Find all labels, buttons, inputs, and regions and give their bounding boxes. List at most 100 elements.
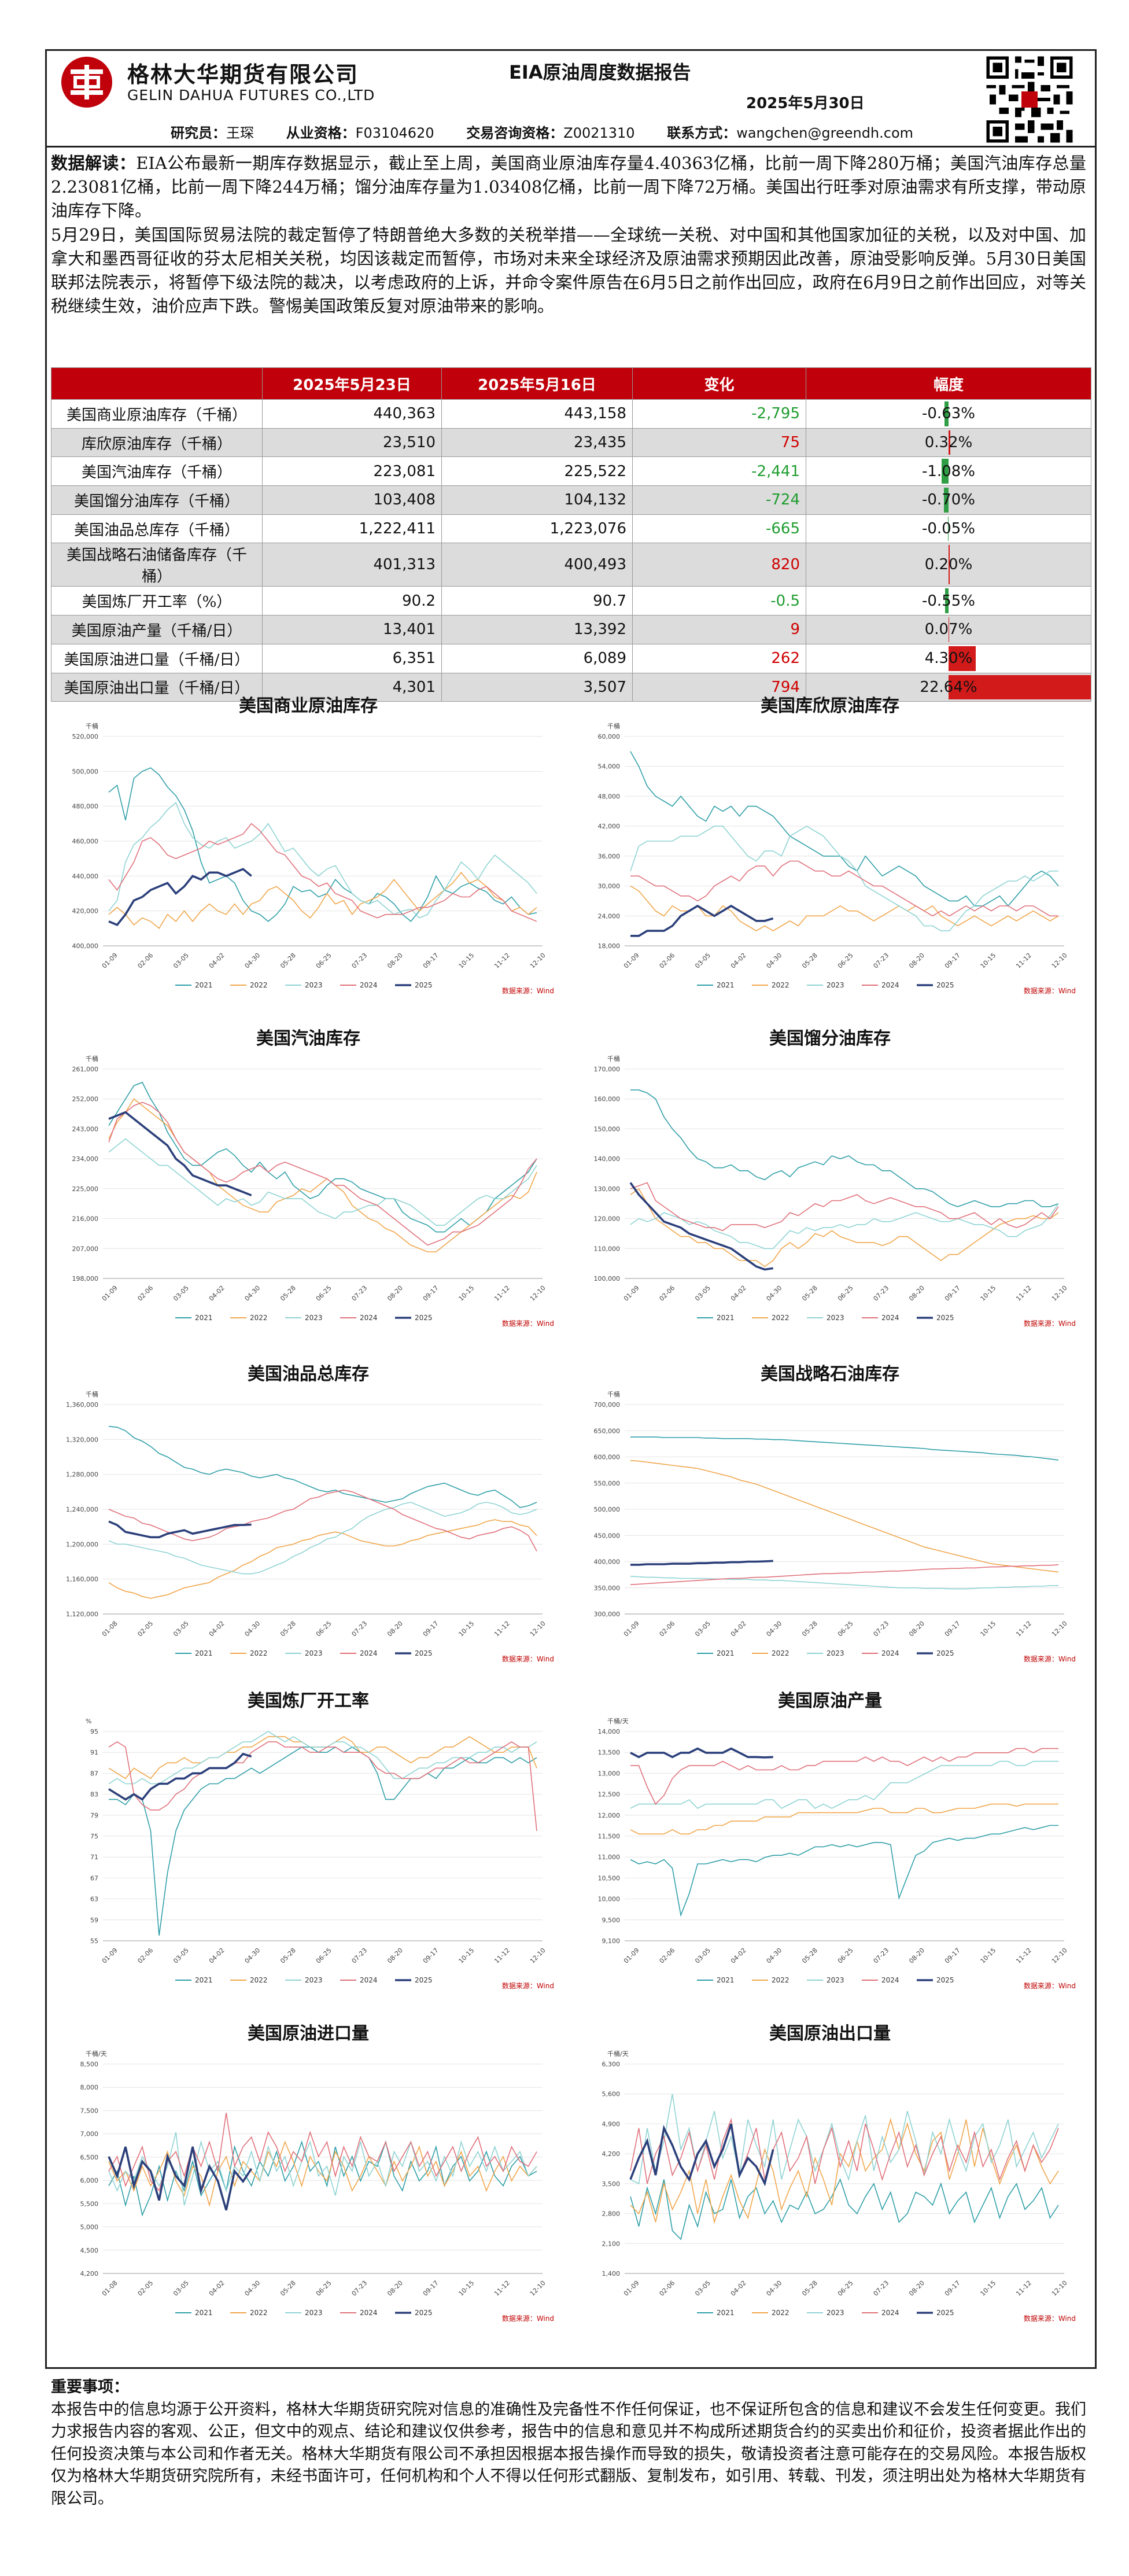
x-tick-label: 03-05	[693, 1947, 712, 1965]
y-tick-label: 12,000	[598, 1812, 621, 1819]
legend-label: 2024	[360, 1976, 378, 1984]
legend-label: 2024	[881, 1314, 899, 1322]
chart-9: 美国原油进口量 千桶/天 8,500 8,000 7,500 7,000 6,500 6,00…	[51, 2019, 566, 2331]
y-tick-label: 10,500	[598, 1874, 621, 1882]
series-line-2022	[108, 1736, 537, 1779]
x-tick-label: 09-17	[943, 1284, 962, 1303]
y-tick-label: 7,000	[80, 2131, 99, 2138]
series-line-2022	[108, 1098, 537, 1252]
series-line-2025	[108, 1752, 252, 1801]
legend-label: 2022	[772, 2309, 789, 2317]
y-tick-label: 234,000	[72, 1155, 99, 1163]
legend-label: 2021	[195, 1976, 213, 1984]
chart-source: 数据来源：Wind	[1024, 1319, 1076, 1328]
y-tick-label: 8,000	[80, 2084, 99, 2091]
y-tick-label: 1,240,000	[66, 1506, 98, 1513]
y-tick-label: 36,000	[598, 853, 621, 860]
x-tick-label: 06-25	[836, 952, 855, 970]
x-tick-label: 09-17	[943, 1620, 962, 1638]
table-row: 美国油品总库存（千桶） 1,222,411 1,223,076 -665 -0.05%	[51, 514, 1091, 544]
report-title: EIA原油周度数据报告	[509, 61, 691, 83]
series-line-2024	[108, 823, 537, 922]
x-tick-label: 03-05	[172, 1947, 190, 1965]
cell-change: 9	[632, 615, 806, 644]
cell-current: 4,301	[262, 672, 442, 702]
y-tick-label: 2,100	[602, 2240, 621, 2247]
x-tick-label: 09-17	[422, 1620, 440, 1638]
y-tick-label: 4,200	[80, 2270, 99, 2278]
series-line-2023	[630, 2094, 1059, 2185]
y-tick-label: 91	[90, 1749, 98, 1756]
legend-label: 2023	[827, 2309, 844, 2317]
x-tick-label: 03-05	[693, 952, 712, 970]
row-name: 美国原油出口量（千桶/日）	[51, 672, 263, 702]
legend-label: 2025	[415, 2309, 433, 2317]
contact-email[interactable]: wangchen@greendh.com	[736, 125, 914, 141]
y-tick-label: 14,000	[598, 1728, 621, 1735]
legend-label: 2022	[250, 1649, 268, 1657]
series-line-2024	[630, 860, 1058, 917]
series-line-2023	[108, 2132, 537, 2206]
x-tick-label: 10-15	[979, 2279, 998, 2298]
chart-plot: 千桶/天 8,500 8,000 7,500 7,000 6,500 6,000 5,500 5…	[80, 2050, 555, 2323]
series-line-2024	[108, 1489, 537, 1552]
cell-previous: 13,392	[441, 615, 633, 644]
chart-source: 数据来源：Wind	[502, 2314, 554, 2323]
percent-bar	[944, 401, 949, 426]
x-tick-label: 11-12	[1014, 2279, 1033, 2298]
x-tick-label: 11-12	[493, 1284, 511, 1303]
x-tick-label: 01-09	[101, 952, 119, 970]
cell-previous: 225,522	[441, 456, 633, 487]
x-tick-label: 07-23	[872, 952, 891, 970]
series-line-2025	[630, 1747, 773, 1759]
y-tick-label: 4,500	[80, 2247, 99, 2254]
x-tick-label: 09-17	[422, 952, 440, 970]
row-name: 美国原油产量（千桶/日）	[51, 615, 263, 644]
x-tick-label: 06-25	[836, 1947, 855, 1965]
cell-current: 223,081	[262, 456, 442, 487]
cell-change: -2,441	[632, 456, 806, 487]
cell-change: 820	[632, 543, 806, 587]
y-tick-label: 261,000	[72, 1066, 99, 1073]
chart-plot: 千桶 1,360,000 1,320,000 1,280,000 1,240,000 1,…	[66, 1390, 554, 1663]
x-tick-label: 09-17	[943, 1947, 962, 1965]
table-row: 美国战略石油储备库存（千桶） 401,313 400,493 820 0.20%	[51, 543, 1091, 587]
col-header-current: 2025年5月23日	[262, 367, 442, 400]
y-tick-label: 500,000	[72, 768, 99, 775]
legend-label: 2025	[415, 1976, 433, 1984]
cell-previous: 1,223,076	[441, 514, 633, 544]
chart-title: 美国馏分油库存	[769, 1029, 891, 1049]
x-tick-label: 12-10	[529, 2279, 547, 2298]
legend-label: 2025	[936, 2309, 954, 2317]
x-tick-label: 04-30	[765, 2279, 784, 2298]
x-tick-label: 03-05	[172, 1620, 190, 1638]
x-tick-label: 08-20	[907, 2279, 926, 2298]
y-tick-label: 6,300	[602, 2061, 621, 2068]
percent-value: 4.30%	[924, 650, 973, 668]
series-line-2023	[630, 1760, 1058, 1809]
x-tick-label: 05-28	[279, 1284, 297, 1303]
legend-label: 2021	[717, 1649, 735, 1657]
x-tick-label: 12-10	[1050, 2279, 1069, 2298]
x-tick-label: 07-23	[350, 952, 369, 970]
y-tick-label: 140,000	[594, 1155, 621, 1163]
y-tick-label: 30,000	[598, 883, 621, 890]
chart-5: 美国油品总库存 千桶 1,360,000 1,320,000 1,280,000 1,24…	[51, 1359, 566, 1672]
y-tick-label: 5,600	[602, 2091, 621, 2098]
cell-percent: 0.20%	[806, 543, 1091, 587]
series-line-2023	[108, 1138, 537, 1226]
percent-bar	[949, 545, 950, 585]
y-tick-label: 100,000	[594, 1275, 621, 1283]
y-tick-label: 650,000	[594, 1427, 621, 1435]
series-line-2024	[108, 1101, 537, 1246]
disclaimer: 重要事项： 本报告中的信息均源于公开资料，格林大华期货研究院对信息的准确性及完备…	[51, 2376, 1086, 2510]
legend-label: 2022	[772, 981, 789, 989]
chart-plot: 千桶/天 6,300 5,600 4,900 4,200 3,500 2,800 2,100 1…	[602, 2050, 1076, 2323]
percent-value: -0.70%	[922, 491, 975, 509]
legend-label: 2025	[936, 1314, 954, 1322]
researcher-label: 研究员：	[171, 125, 226, 141]
cell-percent: -0.55%	[806, 586, 1091, 616]
cell-percent: -1.08%	[806, 456, 1091, 487]
qr-code-icon	[983, 53, 1076, 146]
y-tick-label: 207,000	[72, 1245, 99, 1252]
